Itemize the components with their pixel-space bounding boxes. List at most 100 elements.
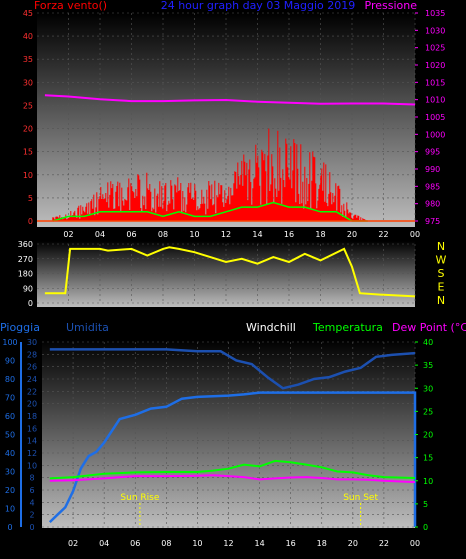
chart-title: 24 hour graph day 03 Maggio 2019 [161, 0, 356, 12]
time-tick-label: 02 [63, 230, 73, 239]
pressure-tick-label: 975 [425, 217, 440, 226]
time-tick-label: 16 [286, 539, 296, 548]
pressure-tick-label: 990 [425, 165, 440, 174]
temp-tick-label: 15 [423, 454, 433, 463]
pressure-tick-label: 995 [425, 148, 440, 157]
rain-tick-label: 26 [27, 363, 37, 372]
direction-panel-axes: 0 90 180 270 360 [18, 240, 33, 308]
rain-tick-label: 6 [29, 486, 34, 495]
time-tick-label: 08 [158, 230, 168, 239]
rain-tick-label: 14 [27, 437, 37, 446]
time-tick-label: 04 [99, 539, 109, 548]
time-tick-label: 12 [223, 539, 233, 548]
humidity-tick-label: 10 [5, 505, 15, 514]
time-tick-label: 18 [317, 539, 327, 548]
pressure-tick-label: 1010 [425, 96, 445, 105]
humidity-tick-label: 80 [5, 375, 15, 384]
humidity-series [49, 348, 416, 390]
humidity-tick-label: 20 [5, 486, 15, 495]
pressure-tick-label: 1000 [425, 130, 445, 139]
pressure-tick-label: 1035 [425, 9, 445, 18]
time-tick-label: 20 [348, 539, 358, 548]
wind-gust-series [52, 128, 368, 221]
compass-label-n: N [437, 240, 445, 253]
direction-panel-series [44, 246, 416, 298]
direction-tick-label: 180 [18, 270, 33, 279]
sunset-label: Sun Set [343, 493, 378, 503]
sunrise-label: Sun Rise [120, 493, 159, 503]
rain-tick-label: 0 [29, 523, 34, 532]
pressure-tick-label: 1005 [425, 113, 445, 122]
rain-tick-label: 12 [27, 449, 37, 458]
temperature-panel-axes: 0102030405060708090100024681012141618202… [2, 338, 433, 548]
temp-tick-label: 20 [423, 431, 433, 440]
time-tick-label: 00 [410, 230, 420, 239]
rain-tick-label: 24 [27, 375, 37, 384]
humidity-tick-label: 0 [7, 523, 12, 532]
wind-tick-label: 10 [23, 171, 33, 180]
humidity-axis-title: Umidita [66, 321, 109, 334]
time-tick-label: 22 [378, 230, 388, 239]
time-tick-label: 14 [254, 539, 264, 548]
pressure-axis-title: Pressione [365, 0, 418, 12]
humidity-tick-label: 70 [5, 394, 15, 403]
dewpoint-legend: Dew Point (°C) [392, 321, 466, 334]
rain-tick-label: 10 [27, 461, 37, 470]
wind-tick-label: 20 [23, 125, 33, 134]
temp-tick-label: 0 [423, 523, 428, 532]
time-tick-label: 02 [68, 539, 78, 548]
time-tick-label: 00 [410, 539, 420, 548]
wind-average-series [52, 201, 368, 222]
temperature-series [49, 459, 416, 480]
direction-tick-label: 0 [28, 299, 33, 308]
time-tick-label: 10 [192, 539, 202, 548]
dewpoint-series [49, 474, 416, 484]
temp-tick-label: 40 [423, 338, 433, 347]
time-tick-label: 04 [95, 230, 105, 239]
compass-label-n: N [437, 294, 445, 307]
rain-tick-label: 8 [29, 474, 34, 483]
direction-series [44, 246, 416, 298]
wind-tick-label: 0 [28, 217, 33, 226]
compass-label-e: E [438, 281, 445, 294]
windchill-legend: Windchill [246, 321, 296, 334]
wind-tick-label: 35 [23, 55, 33, 64]
time-tick-label: 20 [347, 230, 357, 239]
temp-tick-label: 35 [423, 361, 433, 370]
wind-tick-label: 30 [23, 78, 33, 87]
wind-panel-axes: 0510152025303540459759809859909951000100… [23, 9, 446, 239]
pressure-tick-label: 1030 [425, 26, 445, 35]
humidity-tick-label: 40 [5, 449, 15, 458]
temp-tick-label: 30 [423, 384, 433, 393]
rain-tick-label: 16 [27, 424, 37, 433]
compass-label-s: S [438, 267, 445, 280]
temp-tick-label: 10 [423, 477, 433, 486]
time-tick-label: 10 [189, 230, 199, 239]
pressure-tick-label: 1015 [425, 78, 445, 87]
humidity-tick-label: 90 [5, 357, 15, 366]
wind-tick-label: 15 [23, 148, 33, 157]
wind-panel-series [44, 94, 416, 222]
rain-tick-label: 18 [27, 412, 37, 421]
humidity-tick-label: 60 [5, 412, 15, 421]
pressure-tick-label: 980 [425, 200, 440, 209]
time-tick-label: 14 [252, 230, 262, 239]
direction-panel-grid [37, 243, 416, 304]
time-tick-label: 06 [130, 539, 140, 548]
pressure-tick-label: 1025 [425, 44, 445, 53]
temperature-panel-series [48, 348, 417, 527]
temperature-panel-grid [42, 341, 416, 528]
compass-label-w: W [436, 254, 447, 267]
time-tick-label: 22 [379, 539, 389, 548]
direction-tick-label: 360 [18, 240, 33, 249]
time-tick-label: 12 [221, 230, 231, 239]
rain-axis-title: Pioggia [0, 321, 40, 334]
rain-tick-label: 2 [29, 511, 34, 520]
rain-tick-label: 20 [27, 400, 37, 409]
direction-tick-label: 270 [18, 255, 33, 264]
rain-tick-label: 28 [27, 350, 37, 359]
temperature-legend: Temperatura [312, 321, 383, 334]
wind-tick-label: 40 [23, 32, 33, 41]
